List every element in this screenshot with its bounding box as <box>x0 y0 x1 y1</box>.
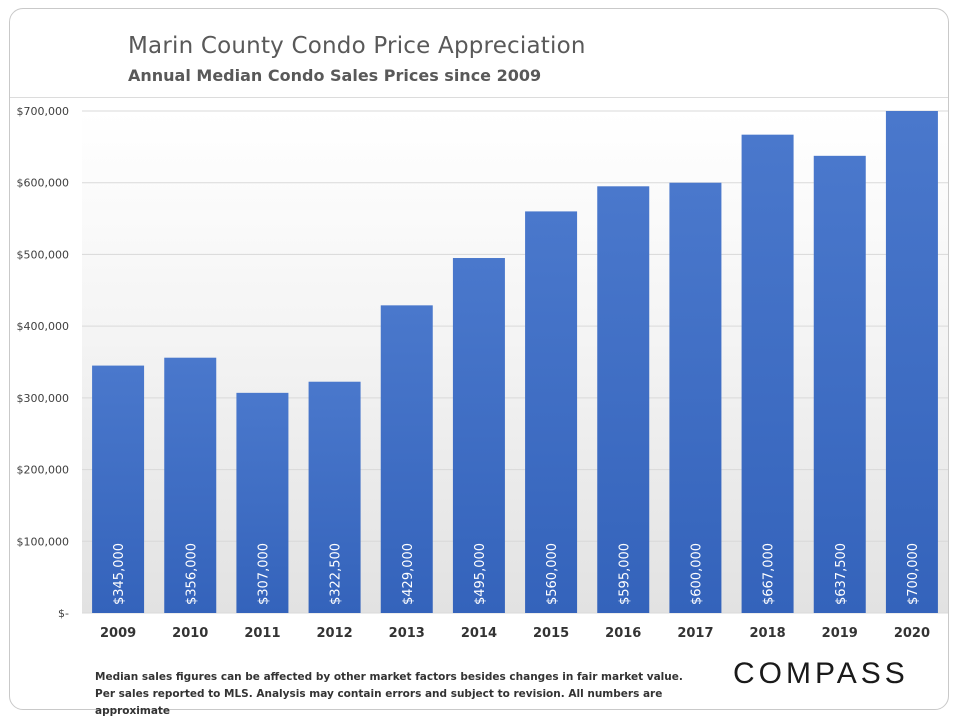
header-divider <box>10 97 948 98</box>
bar-2015 <box>525 211 578 613</box>
bar-value-label: $595,000 <box>617 543 632 605</box>
y-tick-label: $300,000 <box>17 392 70 405</box>
y-tick-label: $200,000 <box>17 464 70 477</box>
x-tick-label: 2016 <box>605 626 641 641</box>
page-title: Marin County Condo Price Appreciation <box>128 33 586 59</box>
bar-2010 <box>164 357 217 613</box>
bar-2009 <box>92 365 145 613</box>
y-tick-label: $100,000 <box>17 535 70 548</box>
x-tick-label: 2011 <box>244 626 280 641</box>
y-tick-label: $700,000 <box>17 105 70 118</box>
plot-area <box>82 111 948 613</box>
y-tick-label: $600,000 <box>17 177 70 190</box>
x-tick-label: 2013 <box>389 626 425 641</box>
x-tick-label: 2014 <box>461 626 497 641</box>
x-tick-label: 2019 <box>822 626 858 641</box>
y-tick-label: $500,000 <box>17 248 70 261</box>
bar-2013 <box>380 305 433 613</box>
bar-2017 <box>669 182 722 613</box>
page-subtitle: Annual Median Condo Sales Prices since 2… <box>128 66 542 85</box>
bar-value-label: $700,000 <box>906 543 921 605</box>
bar-value-label: $322,500 <box>329 543 344 605</box>
bar-value-label: $356,000 <box>184 543 199 605</box>
bar-2019 <box>813 155 866 614</box>
bar-value-label: $600,000 <box>689 543 704 605</box>
bar-2014 <box>452 258 505 613</box>
bar-2011 <box>236 392 289 613</box>
bar-value-label: $429,000 <box>401 543 416 605</box>
bar-2012 <box>308 381 361 613</box>
bar-value-label: $307,000 <box>256 543 271 605</box>
x-tick-label: 2018 <box>749 626 785 641</box>
x-tick-label: 2010 <box>172 626 208 641</box>
x-tick-label: 2009 <box>100 626 136 641</box>
bar-value-label: $637,500 <box>834 543 849 605</box>
bar-value-label: $495,000 <box>473 543 488 605</box>
bar-value-label: $560,000 <box>545 543 560 605</box>
x-tick-label: 2015 <box>533 626 569 641</box>
bar-value-label: $345,000 <box>112 543 127 605</box>
bar-2016 <box>597 186 650 614</box>
y-tick-label: $400,000 <box>17 320 70 333</box>
x-tick-label: 2020 <box>894 626 930 641</box>
y-tick-label: $- <box>58 607 69 620</box>
compass-logo: COMPASS <box>733 657 909 690</box>
x-tick-label: 2017 <box>677 626 713 641</box>
bar-value-label: $667,000 <box>762 543 777 605</box>
bar-2018 <box>741 134 794 613</box>
bar-2020 <box>885 111 938 613</box>
x-tick-label: 2012 <box>316 626 352 641</box>
footnote: Median sales figures can be affected by … <box>95 671 683 717</box>
